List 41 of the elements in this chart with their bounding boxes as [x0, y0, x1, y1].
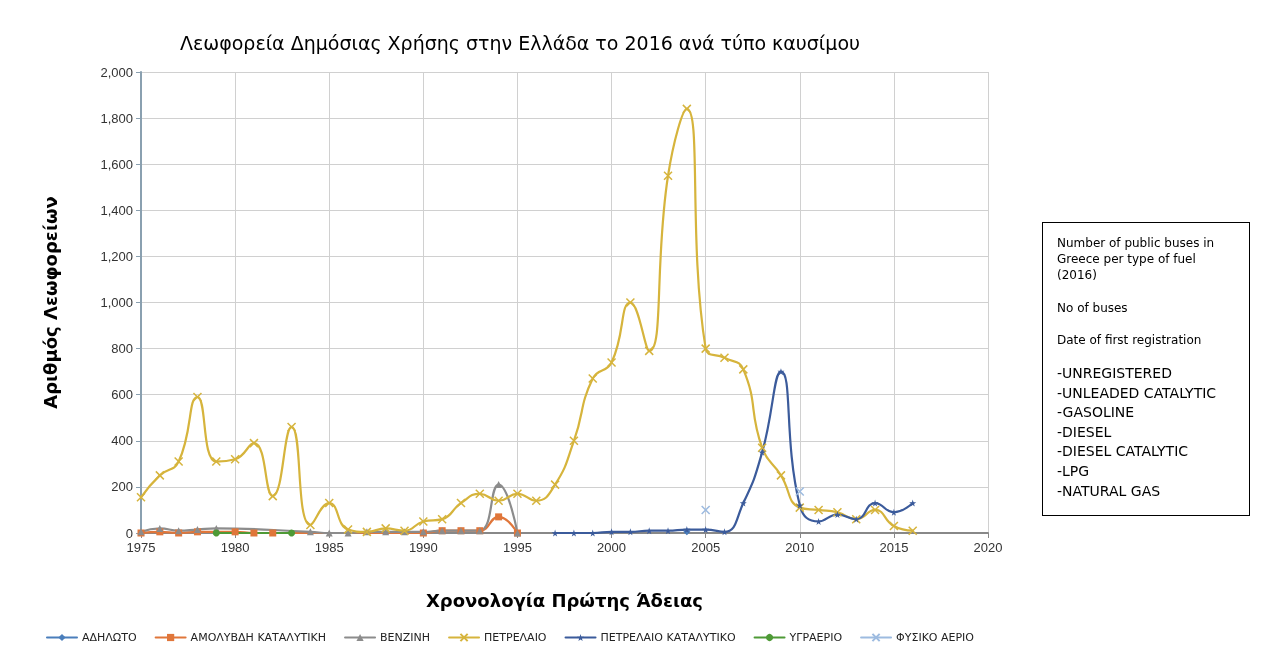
text: -DIESEL: [1057, 422, 1113, 442]
y-tick-label: 1,400: [100, 202, 133, 218]
y-tick-label: 1,800: [100, 110, 133, 126]
y-tick-label: 2,000: [100, 64, 133, 80]
x-tick-label: 2010: [785, 540, 815, 555]
text: Date of first registration: [1057, 331, 1203, 348]
y-axis-title: Αριθμός Λεωφορείων: [39, 196, 61, 409]
text: -UNREGISTERED: [1057, 363, 1173, 383]
legend-label: ΑΜΟΛΥΒΔΗ ΚΑΤΑΛΥΤΙΚΗ: [190, 631, 327, 644]
legend-label: ΦΥΣΙΚΟ ΑΕΡΙΟ: [896, 631, 975, 644]
legend-label: ΠΕΤΡΕΛΑΙΟ: [484, 631, 547, 644]
x-tick-label: 1990: [408, 540, 438, 555]
legend-label: ΥΓΡΑΕΡΙΟ: [788, 631, 843, 644]
y-tick-label: 0: [125, 525, 133, 541]
x-tick-label: 2000: [597, 540, 627, 555]
text: -UNLEADED CATALYTIC: [1057, 383, 1218, 403]
legend-label: ΠΕΤΡΕΛΑΙΟ ΚΑΤΑΛΥΤΙΚΟ: [600, 631, 736, 644]
y-tick-label: 600: [111, 387, 133, 403]
text: -NATURAL GAS: [1057, 481, 1162, 501]
chart-title: Λεωφορεία Δημόσιας Χρήσης στην Ελλάδα το 2016 ανά τύπο καυσίμου: [179, 31, 861, 54]
text: -GASOLINE: [1057, 403, 1136, 423]
x-tick-label: 1985: [314, 540, 344, 555]
x-tick-label: 1980: [220, 540, 250, 555]
text: -DIESEL CATALYTIC: [1057, 442, 1190, 462]
x-axis-title: Χρονολογία Πρώτης Άδειας: [425, 589, 704, 611]
y-tick-label: 400: [111, 433, 133, 449]
legend-label: ΒΕΝΖΙΝΗ: [380, 631, 431, 644]
text: -LPG: [1057, 461, 1091, 481]
y-tick-label: 200: [111, 479, 133, 495]
y-tick-label: 1,200: [100, 248, 133, 264]
text: Number of public buses in Greece per type of fuel (2016): [1057, 235, 1216, 284]
y-tick-label: 1,000: [100, 295, 133, 310]
x-tick-label: 1995: [502, 540, 532, 555]
x-tick-label: 1975: [126, 540, 156, 555]
x-tick-label: 2015: [879, 540, 909, 555]
x-tick-label: 2005: [691, 540, 721, 555]
legend-label: ΑΔΗΛΩΤΟ: [81, 631, 137, 644]
x-tick-label: 2020: [973, 540, 1003, 555]
text: No of buses: [1057, 299, 1129, 316]
y-tick-label: 1,600: [100, 156, 133, 172]
y-tick-label: 800: [111, 341, 133, 357]
